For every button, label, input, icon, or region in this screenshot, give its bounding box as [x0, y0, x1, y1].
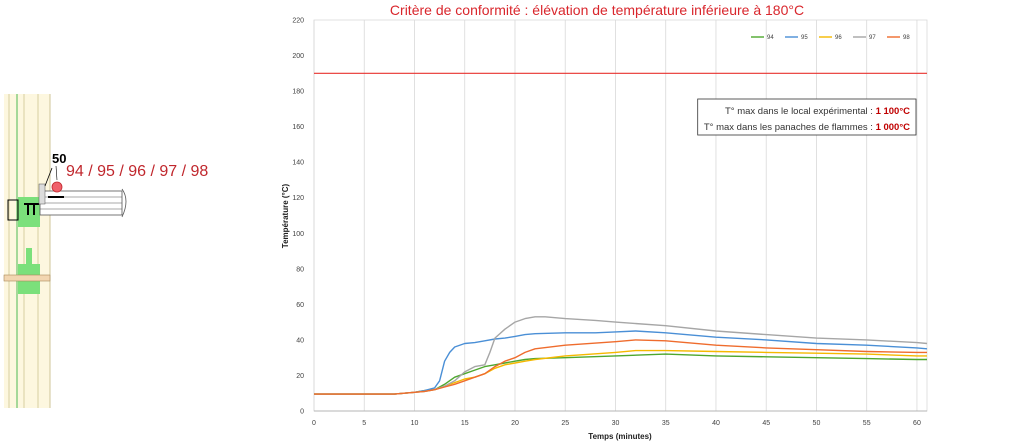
x-tick-label: 30: [612, 420, 620, 427]
x-tick-label: 55: [863, 420, 871, 427]
legend-label-95: 95: [801, 35, 808, 41]
chart-title: Critère de conformité : élévation de tem…: [390, 2, 804, 18]
y-tick-label: 160: [292, 124, 304, 131]
x-tick-label: 25: [561, 420, 569, 427]
y-tick-label: 100: [292, 231, 304, 238]
x-tick-label: 45: [762, 420, 770, 427]
bracket-bar: [24, 203, 39, 205]
bracket-mid: [33, 203, 35, 215]
sensor-label: 94 / 95 / 96 / 97 / 98: [66, 163, 208, 180]
legend-label-96: 96: [835, 35, 842, 41]
legend-label-97: 97: [869, 35, 876, 41]
bracket-left: [7, 199, 19, 221]
hatched-block: [38, 183, 46, 205]
annotation-box: T° max dans le local expérimental : 1 10…: [697, 98, 917, 136]
y-tick-label: 120: [292, 195, 304, 202]
y-tick-label: 140: [292, 160, 304, 167]
x-tick-label: 50: [813, 420, 821, 427]
series-lines: [314, 316, 928, 395]
annotation-frame: [697, 98, 917, 136]
chart: Critère de conformité : élévation de tem…: [281, 2, 928, 441]
dimension-leader: [55, 165, 58, 181]
y-tick-label: 0: [300, 409, 304, 416]
series-line-98: [314, 339, 927, 395]
sensor-marker: [51, 181, 63, 193]
x-tick-label: 0: [312, 420, 316, 427]
y-tick-label: 80: [296, 266, 304, 273]
legend-label-94: 94: [767, 35, 774, 41]
series-line-95: [314, 330, 928, 395]
y-tick-label: 60: [296, 302, 304, 309]
bracket-mid: [27, 203, 29, 215]
x-tick-label: 40: [712, 420, 720, 427]
x-axis-label: Temps (minutes): [588, 432, 652, 441]
green-fire-stop-stem: [26, 248, 32, 266]
dimension-leader: [44, 167, 53, 187]
y-tick-label: 180: [292, 89, 304, 96]
annotation-line-1: T° max dans le local expérimental : 1 10…: [725, 106, 910, 117]
x-tick-label: 5: [362, 420, 366, 427]
y-tick-label: 20: [296, 373, 304, 380]
x-tick-label: 10: [411, 420, 419, 427]
annotation-line-2-value: 1 000°C: [876, 122, 911, 133]
annotation-line-1-value: 1 100°C: [876, 106, 911, 117]
x-tick-label: 35: [662, 420, 670, 427]
y-tick-label: 220: [292, 18, 304, 25]
plot-area: [313, 19, 928, 412]
construction-sketch: 50 94 / 95 / 96 / 97 / 98: [3, 94, 208, 408]
y-tick-label: 40: [296, 337, 304, 344]
annotation-line-2-text: T° max dans les panaches de flammes :: [704, 122, 876, 133]
x-tick-label: 15: [461, 420, 469, 427]
annotation-line-1-text: T° max dans le local expérimental :: [725, 106, 876, 117]
x-tick-label: 60: [913, 420, 921, 427]
y-tick-label: 200: [292, 53, 304, 60]
bottom-plate: [3, 274, 51, 282]
x-tick-labels: 0 5 10 15 20 25 30 35 40 45 50 55 60: [312, 420, 921, 427]
y-axis-label: Température (°C): [281, 183, 290, 248]
joist-break: [121, 188, 127, 218]
x-tick-label: 20: [511, 420, 519, 427]
anchor-tab: [48, 196, 64, 198]
y-tick-labels: 0 20 40 60 80 100 120 140 160 180 200 220: [292, 18, 304, 416]
dimension-label: 50: [52, 151, 66, 166]
annotation-line-2: T° max dans les panaches de flammes : 1 …: [704, 122, 910, 133]
legend: 94 95 96 97 98: [751, 35, 910, 41]
legend-label-98: 98: [903, 35, 910, 41]
